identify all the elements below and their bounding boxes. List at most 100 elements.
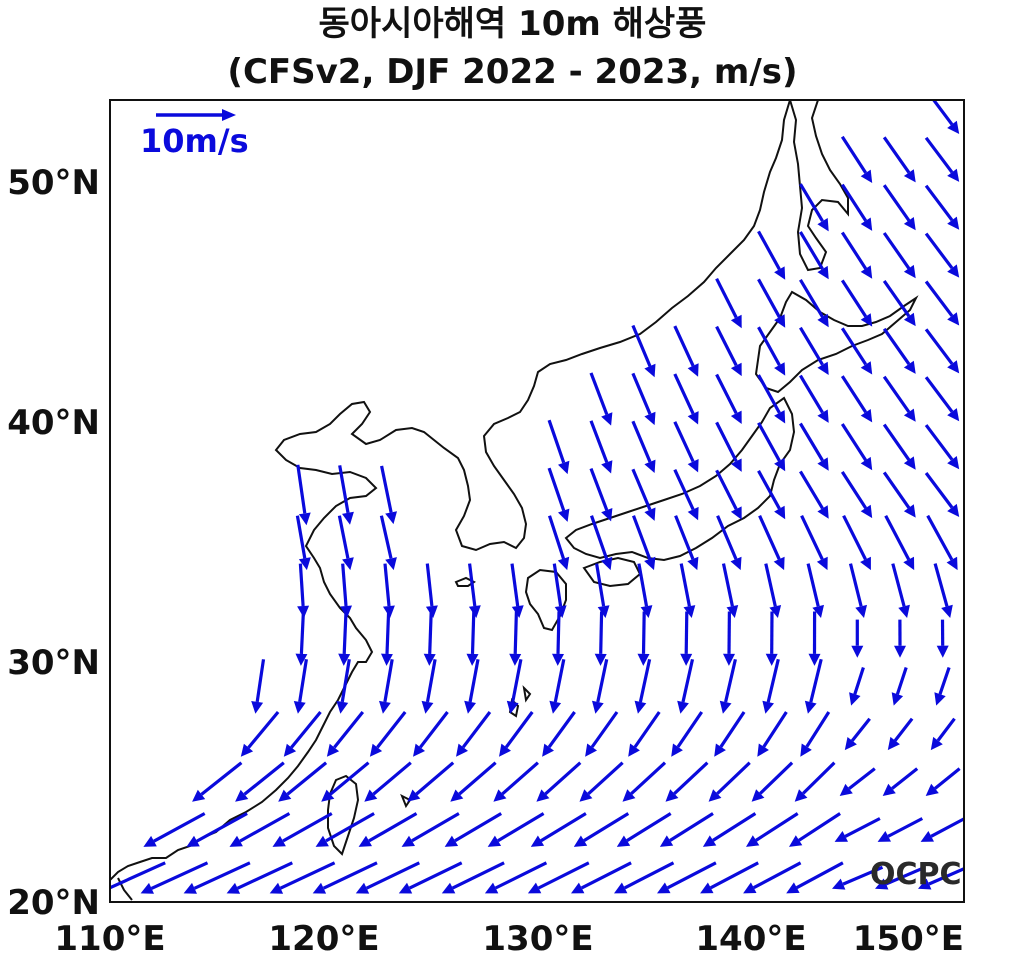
wind-vector-shaft xyxy=(425,659,437,703)
wind-vector-shaft xyxy=(589,372,609,415)
wind-vector-head xyxy=(789,835,803,847)
wind-vector-shaft xyxy=(553,658,566,703)
wind-vector-shaft xyxy=(282,812,333,843)
wind-vector-shaft xyxy=(757,278,781,318)
wind-vector-head xyxy=(530,835,545,847)
wind-vector-head xyxy=(594,653,607,666)
wind-vector-shaft xyxy=(716,515,738,560)
wind-vector-shaft xyxy=(243,761,285,796)
wind-vector-shaft xyxy=(296,464,307,514)
wind-vector-shaft xyxy=(637,563,649,607)
wind-vector-head xyxy=(614,882,628,894)
wind-vector-head xyxy=(369,743,383,757)
wind-vector-head xyxy=(637,653,650,666)
wind-vector-head xyxy=(849,692,861,706)
wind-vector-head xyxy=(730,556,742,571)
wind-vector-head xyxy=(925,783,939,796)
wind-vector-head xyxy=(509,653,522,666)
wind-vector-head xyxy=(855,604,867,618)
wind-vector-shaft xyxy=(885,865,926,886)
wind-vector-shaft xyxy=(379,515,393,559)
wind-vector-head xyxy=(726,605,739,618)
wind-vector-shaft xyxy=(800,515,824,560)
wind-vector-head xyxy=(644,507,656,521)
wind-vector-head xyxy=(644,459,656,473)
wind-vector-head xyxy=(839,783,853,796)
wind-vector-head xyxy=(644,363,656,378)
wind-vector-shaft xyxy=(425,563,434,607)
wind-vector-head xyxy=(616,835,631,847)
wind-vector-head xyxy=(640,605,653,618)
wind-vector-head xyxy=(903,456,916,470)
wind-vector-shaft xyxy=(196,812,248,843)
wind-vector-head xyxy=(326,743,340,757)
wind-vector-shaft xyxy=(757,374,781,414)
wind-vector-shaft xyxy=(933,563,949,607)
wind-vector-head xyxy=(947,360,960,374)
wind-vector-shaft xyxy=(666,861,717,890)
wind-vector-shaft xyxy=(848,767,876,790)
wind-vector-shaft xyxy=(419,711,449,749)
wind-vector-head xyxy=(860,265,873,279)
wind-vector-shaft xyxy=(924,328,954,365)
wind-vector-head xyxy=(898,604,910,618)
wind-vector-shaft xyxy=(383,659,394,703)
wind-vector-shaft xyxy=(383,563,391,607)
wind-vector-shaft xyxy=(752,861,802,890)
wind-vector-head xyxy=(487,835,502,847)
wind-vector-shaft xyxy=(540,812,587,843)
wind-vector-head xyxy=(558,508,570,522)
wind-vector-head xyxy=(143,835,157,847)
wind-vector-head xyxy=(552,653,564,666)
wind-vector-shaft xyxy=(590,711,619,748)
wind-vector-shaft xyxy=(342,611,348,654)
wind-vector-head xyxy=(140,882,154,894)
wind-vector-shaft xyxy=(840,375,868,414)
wind-vector-head xyxy=(708,789,722,802)
reference-vector-label: 10m/s xyxy=(140,122,249,160)
wind-vector-head xyxy=(634,700,647,714)
wind-vector-head xyxy=(887,736,900,751)
wind-vector-shaft xyxy=(580,861,632,890)
wind-vector-shaft xyxy=(298,659,308,703)
wind-vector-head xyxy=(269,882,284,894)
wind-vector-shaft xyxy=(681,658,695,703)
wind-vector-shaft xyxy=(673,421,695,463)
wind-vector-shaft xyxy=(806,563,820,607)
wind-vector-shaft xyxy=(844,817,881,838)
wind-vector-shaft xyxy=(365,861,420,890)
wind-vector-head xyxy=(817,361,829,375)
lat-tick-40: 40°N xyxy=(7,403,100,443)
wind-vector-head xyxy=(226,882,241,894)
wind-vector-shaft xyxy=(556,611,561,654)
wind-vector-head xyxy=(315,835,329,847)
wind-vector-shaft xyxy=(247,710,280,749)
wind-vector-shaft xyxy=(928,866,964,886)
wind-vector-head xyxy=(579,789,593,802)
wind-vector-head xyxy=(903,360,916,374)
wind-vector-head xyxy=(730,458,742,472)
wind-vector-shaft xyxy=(537,861,590,890)
wind-vector-head xyxy=(585,743,597,757)
wind-vector-head xyxy=(687,411,699,425)
coastlines xyxy=(110,100,919,901)
wind-vector-shaft xyxy=(547,467,566,512)
wind-vector-shaft xyxy=(547,419,566,464)
wind-vector-head xyxy=(601,460,613,474)
map-title: 동아시아해역 10m 해상풍 xyxy=(318,4,707,44)
wind-vector-head xyxy=(336,700,349,714)
wind-vector-head xyxy=(834,831,848,842)
wind-vector-head xyxy=(601,412,613,426)
wind-vector-shaft xyxy=(882,375,911,413)
wind-vector-head xyxy=(683,605,696,618)
wind-vector-head xyxy=(903,408,916,422)
wind-vector-head xyxy=(903,169,916,183)
wind-vector-head xyxy=(860,504,873,519)
wind-vector-shaft xyxy=(924,280,954,317)
wind-vector-head xyxy=(774,362,786,376)
wind-vector-head xyxy=(293,701,306,714)
wind-vector-shaft xyxy=(924,472,954,509)
wind-vector-head xyxy=(358,835,372,847)
wind-vector-shaft xyxy=(239,812,291,843)
wind-vector-shaft xyxy=(451,861,505,890)
